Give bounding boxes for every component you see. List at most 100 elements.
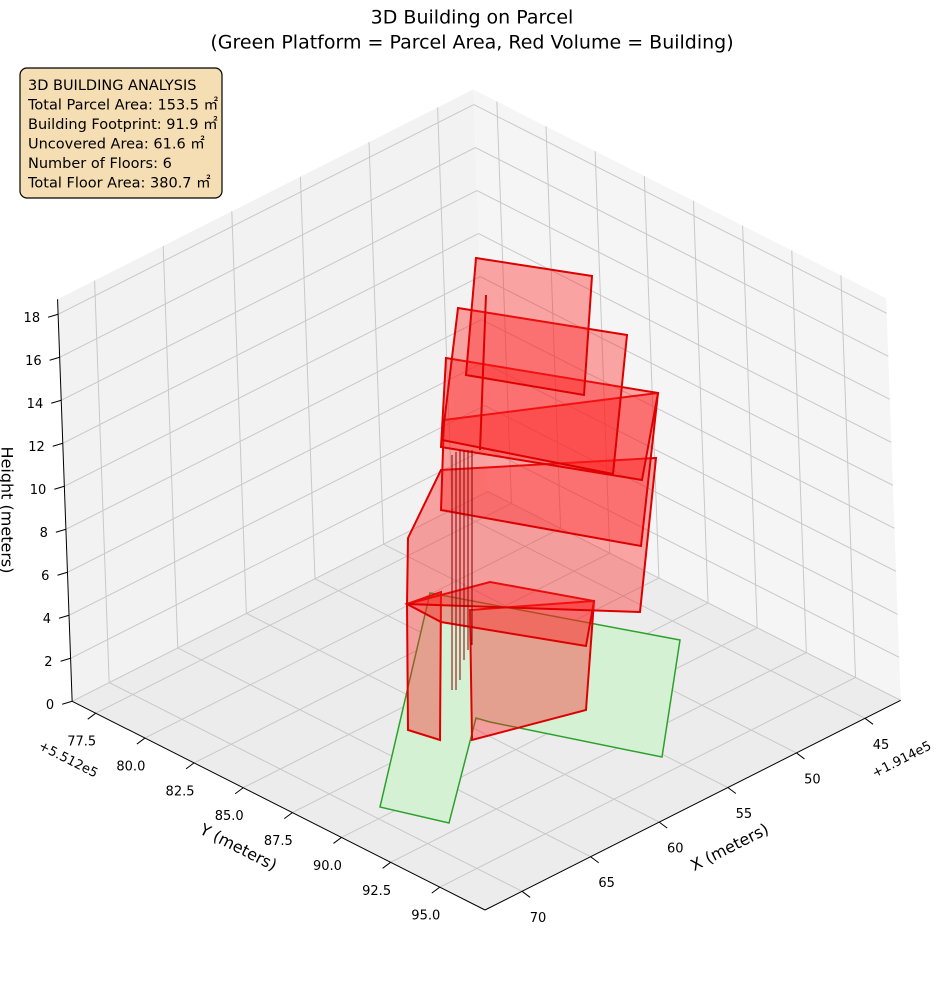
grid-line bbox=[484, 405, 898, 615]
z-tick-label: 0 bbox=[46, 698, 54, 713]
building-face bbox=[468, 599, 596, 742]
grid-line bbox=[439, 677, 856, 888]
z-tick-label: 16 bbox=[25, 354, 42, 369]
grid-line bbox=[475, 147, 889, 357]
tick-mark bbox=[431, 886, 441, 894]
x-tick-label: 70 bbox=[530, 911, 547, 926]
grid-line bbox=[496, 101, 512, 504]
grid-line bbox=[437, 107, 453, 510]
grid-line bbox=[840, 275, 856, 678]
info-line: Total Parcel Area: 153.5 ㎡ bbox=[27, 97, 219, 114]
tick-mark bbox=[54, 485, 65, 490]
y-tick-label: 85.0 bbox=[215, 809, 244, 824]
y-tick-label: 95.0 bbox=[411, 909, 440, 924]
y-tick-label: 90.0 bbox=[313, 859, 342, 874]
grid bbox=[57, 101, 901, 892]
grid-line bbox=[177, 647, 591, 858]
info-line: Total Floor Area: 380.7 ㎡ bbox=[27, 175, 211, 192]
grid-line bbox=[692, 200, 709, 603]
tick-mark bbox=[658, 821, 668, 829]
tick-mark bbox=[49, 356, 60, 361]
tick-mark bbox=[52, 442, 63, 447]
axes: 0 2 4 6 8 10 12 14 16 18 45 50 55 60 65 70 77.5 80.0 82.5 8… bbox=[24, 299, 901, 926]
tick-mark bbox=[382, 861, 391, 869]
info-line: Building Footprint: 91.9 ㎡ bbox=[28, 116, 218, 133]
grid-line bbox=[299, 176, 316, 579]
tick-mark bbox=[864, 717, 874, 725]
building bbox=[379, 256, 681, 824]
y-tick-label: 92.5 bbox=[362, 884, 391, 899]
grid-line bbox=[68, 405, 485, 616]
tick-mark bbox=[57, 571, 68, 576]
tick-mark bbox=[136, 737, 146, 745]
tick-mark bbox=[58, 614, 70, 619]
grid-line bbox=[193, 552, 610, 764]
info-line: Number of Floors: 6 bbox=[28, 156, 172, 172]
grid-line bbox=[479, 276, 894, 486]
y-tick-label: 82.5 bbox=[166, 784, 195, 799]
z-tick-label: 10 bbox=[30, 483, 47, 498]
y-axis-line bbox=[71, 700, 486, 911]
tick-mark bbox=[234, 787, 244, 795]
grid-line bbox=[60, 190, 478, 401]
info-line: Uncovered Area: 61.6 ㎡ bbox=[28, 136, 205, 153]
parcel-platform bbox=[379, 592, 681, 824]
building-face bbox=[439, 391, 660, 548]
grid-line bbox=[108, 682, 523, 892]
tick-mark bbox=[590, 856, 599, 864]
grid-line bbox=[594, 151, 611, 554]
chart-subtitle: (Green Platform = Parcel Area, Red Volum… bbox=[210, 32, 733, 54]
building-face bbox=[439, 356, 660, 482]
x-tick-label: 45 bbox=[873, 738, 890, 753]
grid-line bbox=[231, 211, 247, 614]
x-axis-label: X (meters) bbox=[687, 819, 771, 875]
tick-mark bbox=[333, 837, 342, 844]
tick-mark bbox=[47, 313, 59, 318]
z-tick-label: 6 bbox=[41, 569, 49, 584]
grid-line bbox=[57, 104, 475, 315]
tick-mark bbox=[61, 700, 73, 705]
z-tick-label: 18 bbox=[24, 311, 41, 326]
tick-mark bbox=[87, 712, 97, 720]
z-axis-label: Height (meters) bbox=[0, 447, 17, 574]
x-axis-line bbox=[484, 699, 901, 911]
z-axis-line bbox=[57, 299, 73, 702]
grid-line bbox=[162, 245, 179, 648]
grid-line bbox=[791, 250, 807, 653]
info-line: 3D BUILDING ANALYSIS bbox=[28, 78, 196, 94]
building-edges bbox=[451, 294, 487, 690]
z-tick-label: 12 bbox=[28, 440, 45, 455]
x-tick-label: 65 bbox=[598, 876, 615, 891]
grid-line bbox=[67, 362, 484, 573]
grid-line bbox=[742, 225, 758, 628]
grid-line bbox=[481, 319, 895, 529]
grid-line bbox=[144, 527, 561, 739]
grid-line bbox=[451, 509, 866, 719]
tick-mark bbox=[51, 399, 62, 404]
building-face bbox=[440, 306, 629, 476]
tick-mark bbox=[284, 812, 293, 819]
grid-line bbox=[62, 233, 479, 444]
x-tick-label: 55 bbox=[736, 807, 753, 822]
tick-mark bbox=[796, 752, 805, 760]
info-lines: 3D BUILDING ANALYSIS Total Parcel Area: 1… bbox=[27, 78, 219, 192]
back-left-pane bbox=[57, 89, 488, 702]
tick-mark bbox=[55, 528, 67, 533]
x-tick-label: 50 bbox=[804, 772, 821, 787]
tick-mark bbox=[727, 787, 737, 794]
grid-line bbox=[476, 190, 891, 400]
grid-line bbox=[95, 503, 512, 714]
grid-line bbox=[368, 142, 385, 545]
building-face bbox=[405, 456, 658, 614]
grid-line bbox=[486, 448, 900, 658]
grid-line bbox=[473, 104, 887, 314]
grid-line bbox=[545, 126, 562, 529]
building-face bbox=[464, 256, 594, 397]
z-tick-label: 8 bbox=[40, 526, 48, 541]
grid-line bbox=[70, 448, 487, 659]
chart-title: 3D Building on Parcel bbox=[371, 7, 574, 29]
grid-line bbox=[64, 276, 481, 487]
grid-line bbox=[482, 362, 897, 572]
grid-line bbox=[59, 147, 476, 358]
